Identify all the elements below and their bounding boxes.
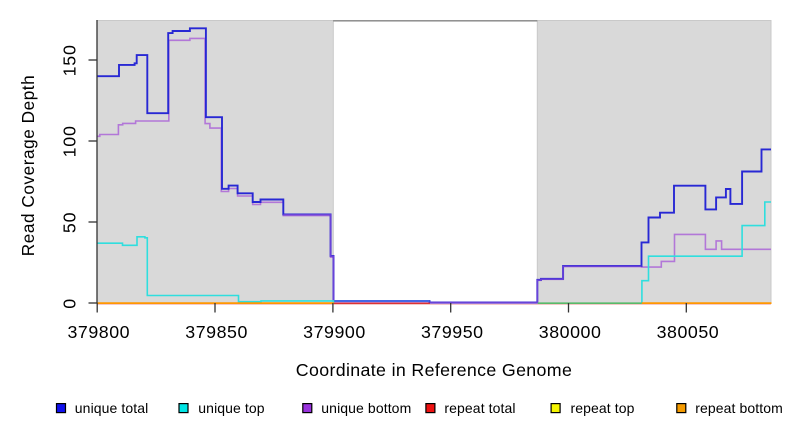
svg-text:379850: 379850 xyxy=(185,322,248,342)
svg-text:150: 150 xyxy=(60,44,80,76)
svg-text:repeat bottom: repeat bottom xyxy=(695,400,783,416)
svg-text:100: 100 xyxy=(60,125,80,157)
svg-text:unique bottom: unique bottom xyxy=(321,400,411,416)
svg-text:380050: 380050 xyxy=(657,322,720,342)
svg-text:repeat top: repeat top xyxy=(571,400,635,416)
svg-text:379900: 379900 xyxy=(303,322,366,342)
svg-text:380000: 380000 xyxy=(539,322,602,342)
svg-text:Coordinate in Reference Genome: Coordinate in Reference Genome xyxy=(296,360,572,380)
svg-text:379800: 379800 xyxy=(67,322,130,342)
svg-text:379950: 379950 xyxy=(421,322,484,342)
svg-text:repeat total: repeat total xyxy=(444,400,515,416)
svg-text:unique top: unique top xyxy=(198,400,265,416)
svg-text:0: 0 xyxy=(60,298,80,309)
svg-text:unique total: unique total xyxy=(75,400,149,416)
svg-text:50: 50 xyxy=(60,212,80,233)
svg-text:Read Coverage Depth: Read Coverage Depth xyxy=(18,75,38,256)
